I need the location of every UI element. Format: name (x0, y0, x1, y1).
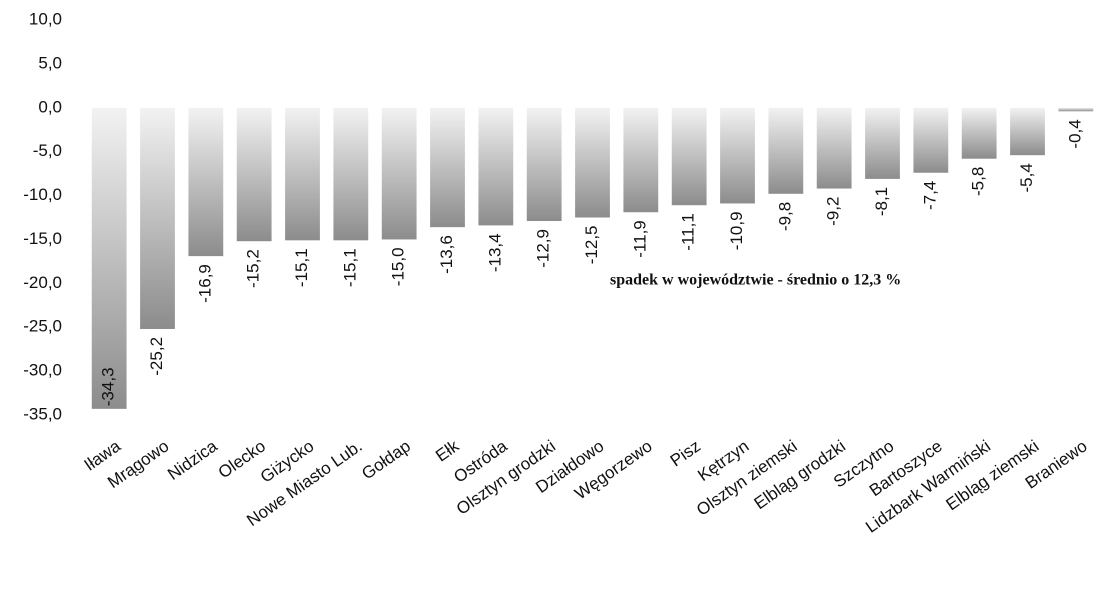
bar (526, 107, 562, 222)
value-label: -10,9 (727, 211, 746, 250)
value-label: -12,5 (582, 226, 601, 265)
value-label: -13,4 (485, 233, 504, 272)
value-label: -15,0 (389, 247, 408, 286)
bar (961, 107, 997, 159)
value-label: -16,9 (195, 264, 214, 303)
value-label: -9,8 (775, 202, 794, 231)
x-tick-label: Ełk (432, 436, 463, 465)
bar (478, 107, 514, 226)
bar (720, 107, 755, 204)
x-tick-label: Gołdap (358, 436, 414, 483)
value-label: -15,1 (292, 248, 311, 287)
x-tick-label: Nidzica (164, 436, 221, 484)
bar (575, 107, 610, 218)
bar (188, 107, 224, 257)
bar (285, 107, 320, 241)
bar (91, 107, 127, 409)
y-tick-label: -10,0 (23, 185, 62, 204)
bar (623, 107, 659, 213)
value-label: -9,2 (824, 197, 843, 226)
value-label: -15,2 (244, 249, 263, 288)
bar (333, 107, 369, 241)
value-label: -12,9 (534, 229, 553, 268)
y-tick-label: -35,0 (23, 404, 62, 423)
y-tick-label: 5,0 (38, 53, 62, 72)
bar (671, 107, 707, 206)
value-label: -15,1 (340, 248, 359, 287)
bar (381, 107, 417, 240)
y-tick-label: -20,0 (23, 273, 62, 292)
value-label: -11,1 (679, 213, 698, 251)
y-tick-label: -5,0 (33, 141, 62, 160)
bar (768, 107, 804, 194)
bar (865, 107, 900, 179)
annotation: spadek w województwie - średnio o 12,3 % (610, 272, 901, 289)
bar (1010, 107, 1045, 156)
x-tick-label: Pisz (667, 436, 704, 470)
y-tick-label: 10,0 (29, 9, 62, 28)
value-label: -25,2 (147, 337, 166, 376)
y-tick-label: 0,0 (38, 97, 62, 116)
bar (913, 107, 949, 173)
value-label: -8,1 (872, 187, 891, 216)
y-tick-label: -15,0 (23, 229, 62, 248)
value-label: -7,4 (920, 181, 939, 210)
bar (236, 107, 272, 242)
value-label: -5,8 (969, 167, 988, 196)
bar (140, 107, 175, 329)
y-tick-label: -30,0 (23, 361, 62, 380)
value-label: -34,3 (99, 367, 118, 406)
value-label: -13,6 (437, 235, 456, 274)
value-label: -0,4 (1065, 119, 1084, 148)
value-label: -5,4 (1017, 163, 1036, 192)
value-label: -11,9 (630, 220, 649, 258)
bar (1058, 107, 1094, 112)
bar (430, 107, 465, 228)
y-tick-label: -25,0 (23, 317, 62, 336)
bar (816, 107, 852, 189)
